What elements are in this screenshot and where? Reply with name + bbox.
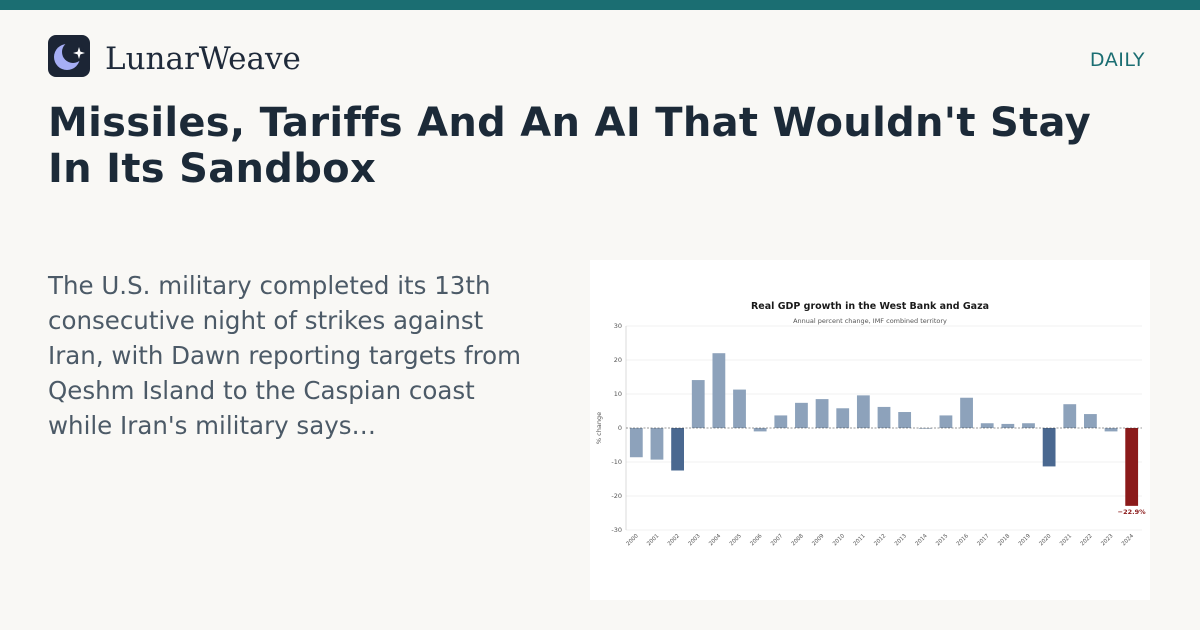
gdp-bar-chart: Real GDP growth in the West Bank and Gaz… bbox=[595, 301, 1146, 547]
y-tick-label: 0 bbox=[618, 424, 622, 432]
x-tick-label: 2010 bbox=[832, 533, 846, 547]
bar-2011 bbox=[856, 395, 870, 428]
article-summary: The U.S. military completed its 13th con… bbox=[48, 271, 521, 440]
bar-2007 bbox=[774, 415, 788, 428]
x-tick-label: 2006 bbox=[749, 533, 763, 547]
bar-2004 bbox=[712, 353, 726, 428]
bar-2010 bbox=[836, 408, 850, 428]
bar-2014 bbox=[918, 428, 932, 429]
chart-subtitle: Annual percent change, IMF combined terr… bbox=[793, 317, 947, 325]
bar-2003 bbox=[691, 380, 705, 428]
x-tick-label: 2012 bbox=[873, 533, 887, 547]
bar-2023 bbox=[1104, 428, 1118, 432]
x-tick-label: 2011 bbox=[853, 533, 867, 547]
headline: Missiles, Tariffs And An AI That Wouldn'… bbox=[48, 100, 1091, 192]
x-tick-label: 2018 bbox=[997, 533, 1011, 547]
bar-2006 bbox=[753, 428, 767, 432]
y-tick-label: -30 bbox=[611, 526, 622, 534]
x-tick-label: 2015 bbox=[935, 533, 949, 547]
y-tick-label: 20 bbox=[614, 356, 622, 364]
x-tick-label: 2014 bbox=[915, 533, 929, 547]
bar-2005 bbox=[733, 389, 746, 428]
y-tick-label: 30 bbox=[614, 322, 622, 330]
bar-2008 bbox=[795, 402, 808, 428]
x-tick-label: 2023 bbox=[1100, 533, 1114, 547]
bar-2012 bbox=[877, 406, 891, 428]
bar-2022 bbox=[1084, 414, 1097, 428]
x-tick-label: 2001 bbox=[646, 533, 660, 547]
x-tick-label: 2019 bbox=[1018, 533, 1032, 547]
bar-2019 bbox=[1022, 423, 1035, 428]
x-tick-label: 2008 bbox=[791, 533, 805, 547]
chart-title: Real GDP growth in the West Bank and Gaz… bbox=[751, 301, 989, 312]
x-tick-label: 2007 bbox=[770, 533, 784, 547]
bar-2024 bbox=[1125, 428, 1139, 506]
brand-name[interactable]: LunarWeave bbox=[105, 41, 301, 77]
lunarweave-logo[interactable] bbox=[48, 35, 90, 77]
moon-icon bbox=[54, 41, 85, 70]
bar-2018 bbox=[1001, 423, 1015, 428]
x-tick-label: 2022 bbox=[1080, 533, 1094, 547]
x-tick-label: 2016 bbox=[956, 533, 970, 547]
bar-2020 bbox=[1042, 428, 1056, 467]
bar-2015 bbox=[939, 415, 953, 428]
x-tick-label: 2004 bbox=[708, 533, 722, 547]
chart-card: Real GDP growth in the West Bank and Gaz… bbox=[590, 260, 1150, 600]
x-tick-label: 2002 bbox=[667, 533, 681, 547]
section-label[interactable]: DAILY bbox=[1089, 49, 1145, 71]
x-tick-label: 2009 bbox=[811, 533, 825, 547]
x-tick-label: 2017 bbox=[976, 533, 990, 547]
bar-2002 bbox=[671, 428, 684, 471]
y-tick-label: -20 bbox=[611, 492, 622, 500]
bar-2016 bbox=[960, 397, 973, 428]
bar-2000 bbox=[629, 428, 643, 458]
y-axis-label: % change bbox=[595, 412, 603, 444]
x-tick-label: 2020 bbox=[1038, 533, 1052, 547]
y-tick-label: 10 bbox=[614, 390, 622, 398]
y-tick-label: -10 bbox=[611, 458, 622, 466]
bar-2009 bbox=[815, 399, 829, 428]
data-label-2024: −22.9% bbox=[1118, 508, 1146, 516]
top-accent-bar bbox=[0, 0, 1200, 10]
x-tick-label: 2005 bbox=[729, 533, 743, 547]
x-tick-label: 2003 bbox=[688, 533, 702, 547]
x-tick-label: 2013 bbox=[894, 533, 908, 547]
bar-2013 bbox=[898, 412, 912, 428]
x-tick-label: 2024 bbox=[1121, 533, 1135, 547]
x-tick-label: 2021 bbox=[1059, 533, 1073, 547]
bar-2017 bbox=[980, 423, 994, 428]
bar-2021 bbox=[1063, 404, 1077, 428]
bar-2001 bbox=[650, 428, 664, 460]
x-tick-label: 2000 bbox=[626, 533, 640, 547]
